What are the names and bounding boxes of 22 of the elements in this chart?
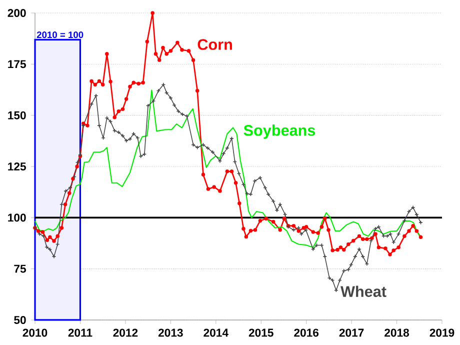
- x-tick-label: 2012: [113, 328, 138, 337]
- x-tick-label: 2015: [248, 328, 274, 337]
- x-tick-label: 2016: [294, 328, 319, 337]
- x-tick-label: 2014: [204, 328, 228, 337]
- y-tick-label: 175: [8, 60, 26, 68]
- y-tick-label: 125: [8, 162, 26, 170]
- series-label: Soybeans: [244, 124, 316, 139]
- y-tick-label: 200: [8, 8, 26, 17]
- series-label: Wheat: [340, 286, 386, 297]
- x-tick-label: 2010: [22, 328, 48, 337]
- y-tick-label: 50: [14, 316, 26, 324]
- y-tick-label: 75: [14, 264, 26, 273]
- y-tick-label: 100: [8, 214, 26, 222]
- y-tick-label: 150: [8, 111, 26, 120]
- x-tick-label: 2011: [68, 328, 92, 337]
- line-series: [34, 90, 422, 248]
- series-label: Corn: [198, 39, 232, 50]
- x-tick-label: 2017: [339, 328, 364, 337]
- x-tick-label: 2018: [384, 328, 410, 337]
- x-tick-label: 2019: [430, 328, 454, 337]
- x-tick-label: 2013: [158, 328, 183, 337]
- band-label: 2010 = 100: [36, 32, 84, 38]
